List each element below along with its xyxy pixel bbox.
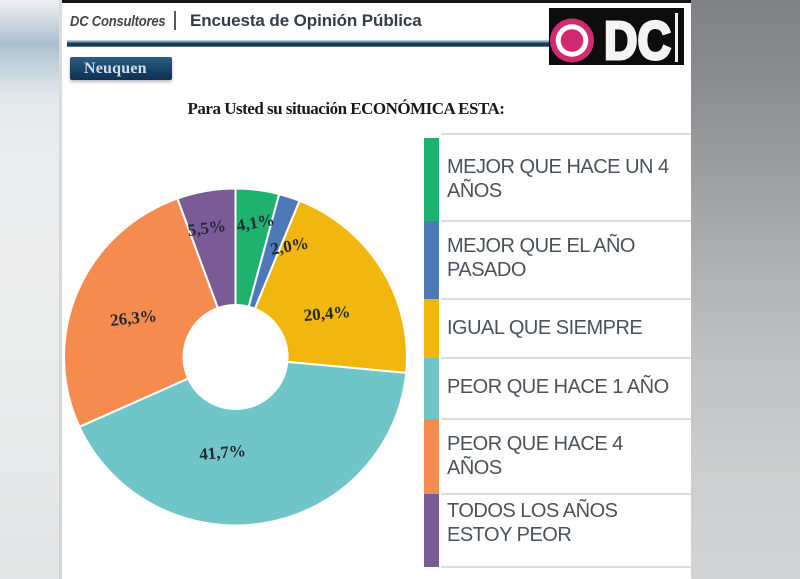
svg-text:DC: DC bbox=[604, 11, 671, 65]
svg-text:20,4%: 20,4% bbox=[303, 302, 351, 325]
svg-text:26,3%: 26,3% bbox=[109, 306, 157, 330]
svg-text:41,7%: 41,7% bbox=[198, 441, 246, 464]
